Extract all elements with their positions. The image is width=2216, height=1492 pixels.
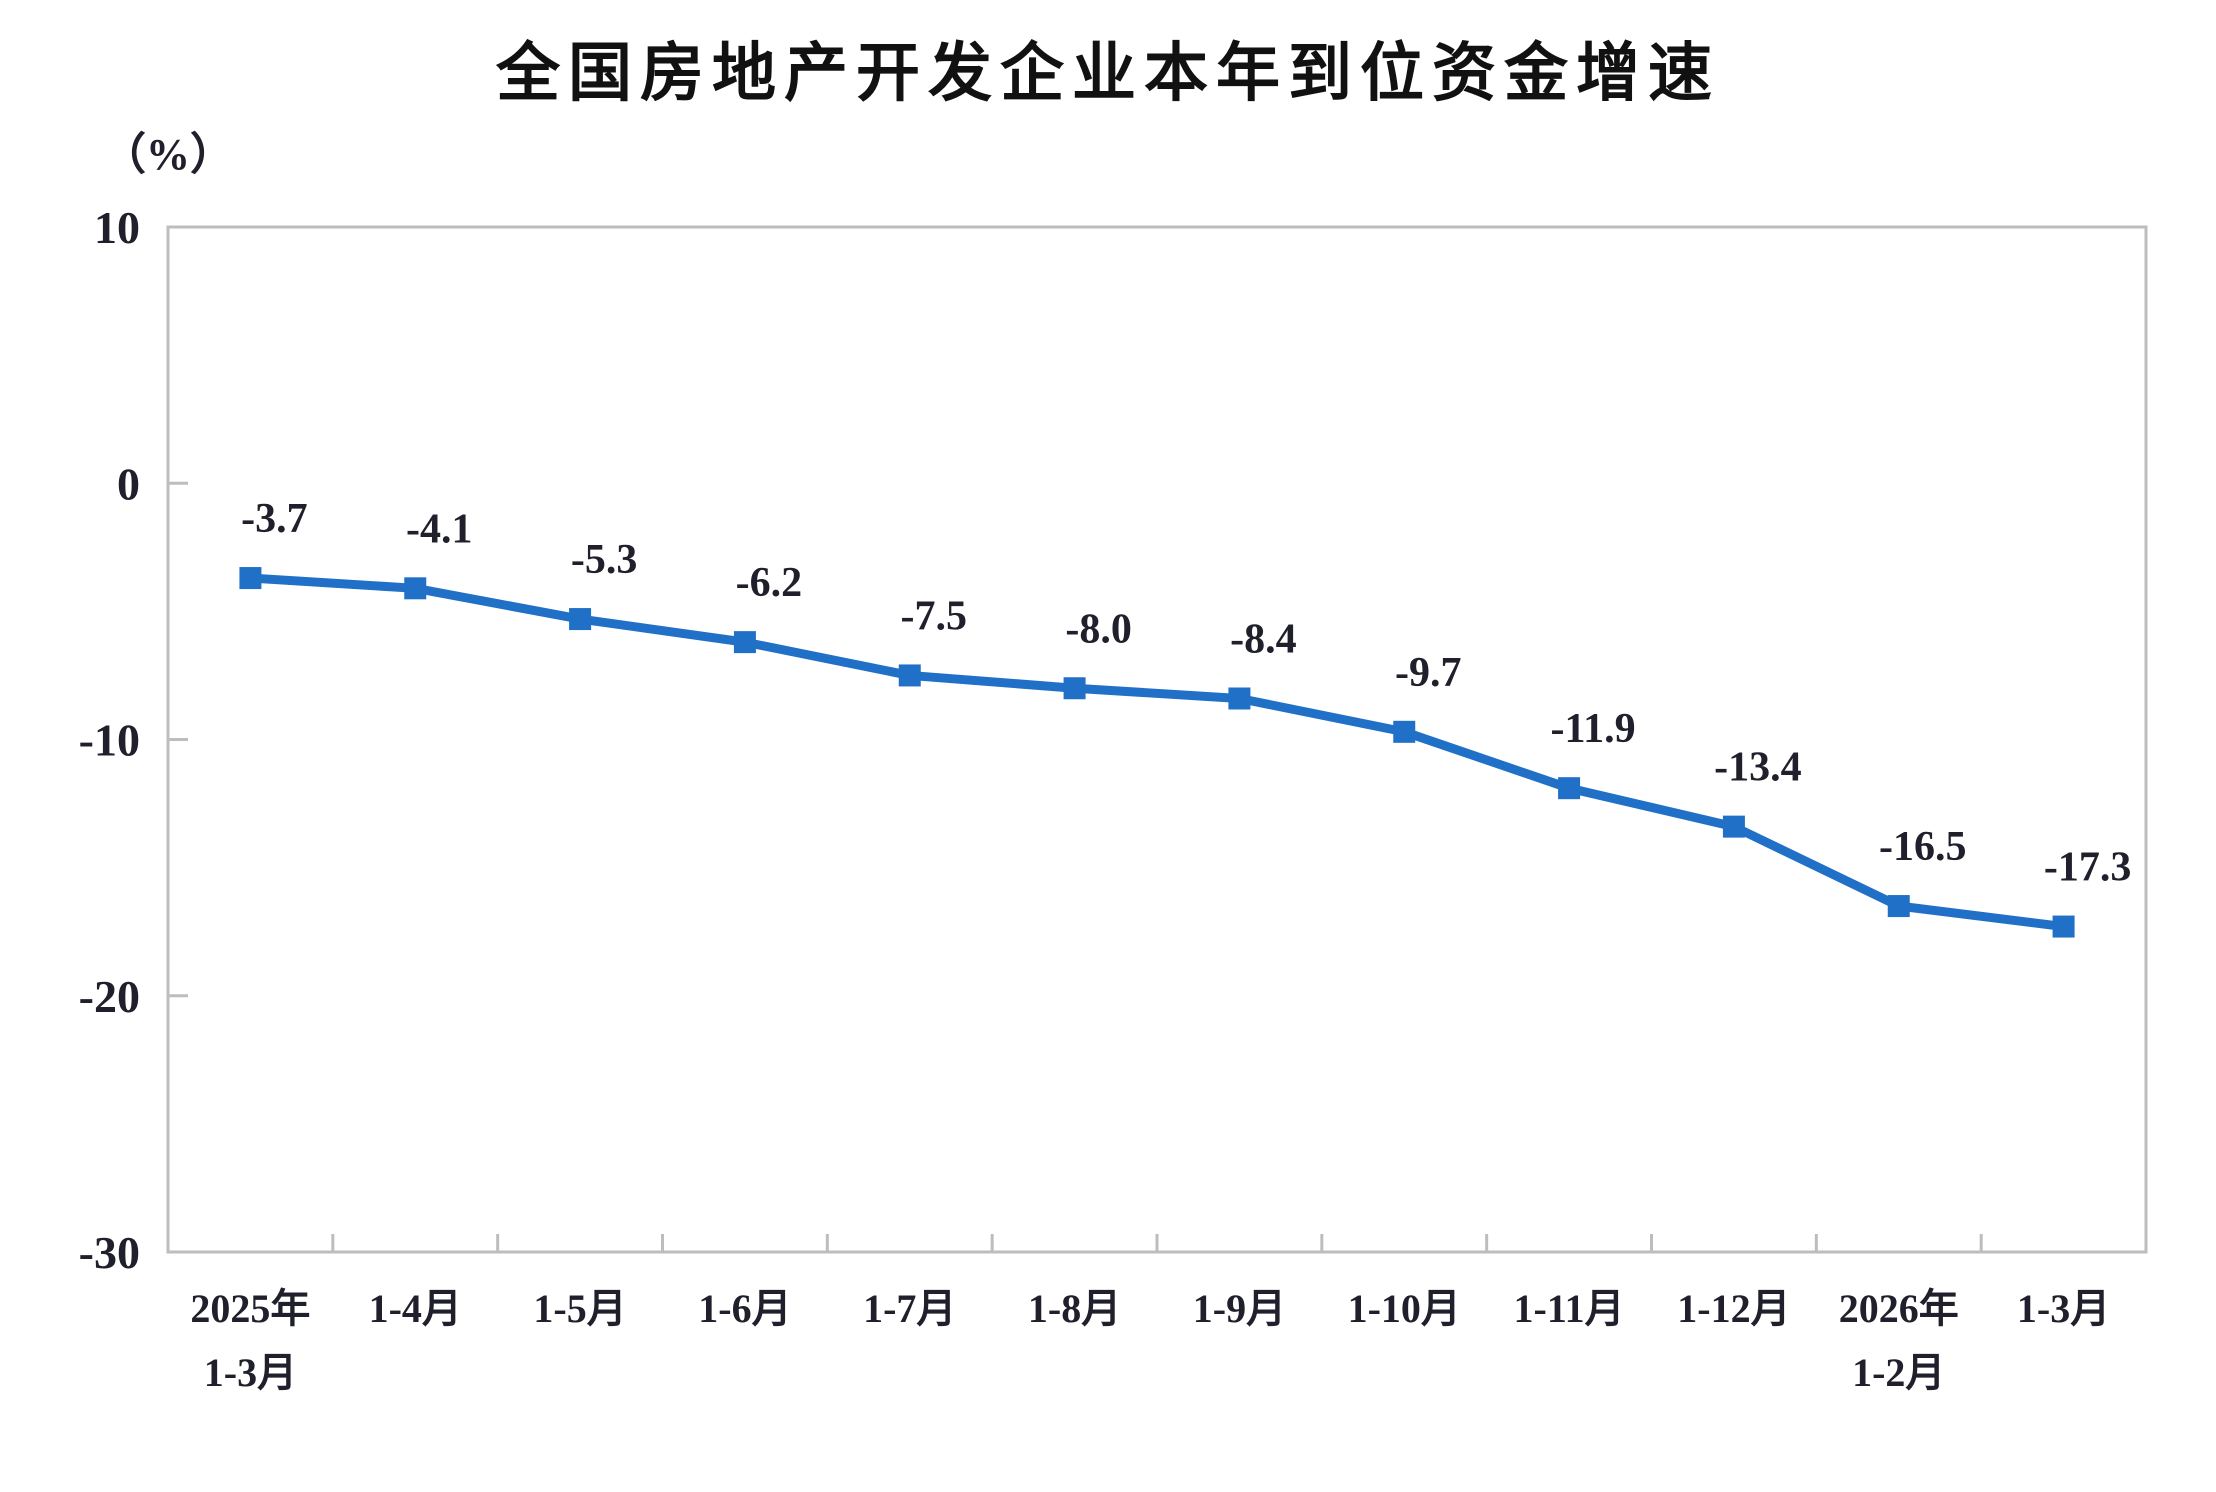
- x-tick-label: 1-8月: [1028, 1286, 1121, 1331]
- x-tick-label: 1-11月: [1514, 1286, 1625, 1331]
- x-tick-label: 1-3月: [2017, 1286, 2110, 1331]
- data-point-label: -9.7: [1395, 650, 1462, 696]
- x-tick-label: 1-6月: [698, 1286, 791, 1331]
- data-point-label: -7.5: [901, 593, 968, 639]
- x-tick-label: 1-4月: [369, 1286, 462, 1331]
- y-tick-label: -10: [79, 715, 140, 766]
- data-point-marker: [1393, 720, 1416, 743]
- y-tick-label: -20: [79, 971, 140, 1022]
- data-point-label: -8.0: [1065, 606, 1132, 652]
- chart-title: 全国房地产开发企业本年到位资金增速: [496, 37, 1720, 109]
- data-point-marker: [2052, 915, 2075, 938]
- data-point-marker: [239, 567, 262, 590]
- data-point-label: -16.5: [1879, 824, 1967, 870]
- data-point-marker: [569, 608, 592, 631]
- data-point-label: -8.4: [1230, 617, 1297, 663]
- x-tick-label: 1-5月: [533, 1286, 626, 1331]
- x-tick-label: 2025年 1-3月: [190, 1286, 310, 1395]
- data-point-label: -6.2: [736, 560, 803, 606]
- y-axis-unit-label: （%）: [102, 130, 234, 179]
- x-tick-label: 1-12月: [1677, 1286, 1790, 1331]
- data-point-label: -5.3: [571, 537, 638, 583]
- x-tick-label: 2026年 1-2月: [1839, 1286, 1959, 1395]
- data-point-label: -4.1: [406, 506, 473, 552]
- data-point-marker: [1063, 677, 1086, 700]
- data-point-marker: [898, 664, 921, 687]
- x-tick-label: 1-10月: [1348, 1286, 1461, 1331]
- data-point-marker: [1228, 687, 1251, 710]
- plot-frame: [166, 225, 2148, 1254]
- series-line: [245, 573, 2069, 932]
- data-point-marker: [404, 577, 427, 600]
- x-tick-label: 1-7月: [863, 1286, 956, 1331]
- data-point-label: -3.7: [241, 496, 308, 542]
- x-tick-label: 1-9月: [1193, 1286, 1286, 1331]
- data-point-marker: [1558, 777, 1581, 800]
- y-tick-label: -30: [79, 1227, 140, 1278]
- data-point-marker: [733, 631, 756, 654]
- data-point-label: -11.9: [1550, 706, 1635, 752]
- y-tick-label: 10: [94, 202, 140, 253]
- data-point-label: -17.3: [2044, 845, 2132, 891]
- data-point-marker: [1722, 815, 1745, 838]
- y-tick-label: 0: [117, 458, 140, 509]
- data-point-label: -13.4: [1714, 745, 1802, 791]
- data-point-marker: [1887, 895, 1910, 918]
